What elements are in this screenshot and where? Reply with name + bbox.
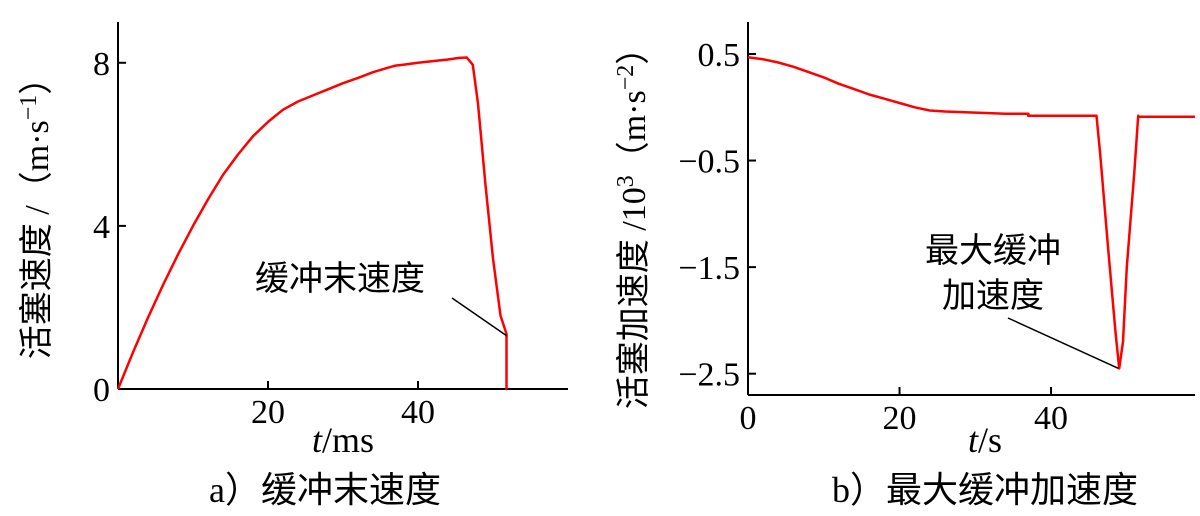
panel-a-x-tick-label: 40	[401, 394, 435, 431]
panel-b-annotation: 最大缓冲加速度	[925, 232, 1119, 370]
panel-b-annotation-text-line2: 加速度	[942, 277, 1044, 315]
panel-a-ticks: 20 40 0 4 8	[93, 46, 435, 431]
panel-b-y-tick-label: −1.5	[678, 250, 740, 287]
panel-a-series-line	[116, 56, 508, 391]
panel-b-x-axis-label: t/s	[968, 420, 1002, 460]
panel-b-y-axis-label: 活塞加速度 /103（m·s−2）	[613, 31, 653, 410]
panel-b-x-axis-symbol: t	[968, 420, 979, 460]
panel-b-y-axis-sup: −2	[613, 65, 639, 91]
panel-a-y-tick-label: 8	[93, 46, 110, 83]
panel-a-axes	[117, 22, 568, 390]
panel-a-caption: a）缓冲末速度	[209, 470, 441, 510]
panel-b-caption: b）最大缓冲加速度	[832, 470, 1138, 510]
panel-b-axes	[747, 22, 1195, 396]
panel-b-series	[747, 55, 1195, 370]
panel-b-y-axis-close: ）	[615, 31, 653, 65]
panel-a-annotation-leader	[451, 297, 508, 337]
panel-b-annotation-text-line1: 最大缓冲	[925, 232, 1061, 270]
panel-a-y-axis-label: 活塞速度 /（m·s−1）	[16, 61, 56, 360]
panel-b-x-tick-label: 20	[883, 400, 917, 437]
panel-a-y-tick-label: 0	[93, 372, 110, 409]
panel-a-series	[116, 56, 508, 391]
panel-a-annotation-text: 缓冲末速度	[255, 260, 425, 298]
panel-a-y-axis-text: 活塞速度 /（m·s	[18, 120, 56, 359]
panel-b-annotation-leader	[1007, 317, 1119, 370]
panel-b-y-tick-label: −2.5	[678, 357, 740, 394]
panel-b-y-axis-text: 活塞加速度 /10	[615, 187, 653, 409]
panel-a-x-axis-symbol: t	[312, 420, 323, 460]
panel-b-y-tick-label: 0.5	[698, 37, 741, 74]
panel-a-y-axis-sup: −1	[16, 95, 42, 121]
panel-b-y-axis-unit: （m·s	[615, 90, 653, 175]
panel-a-speed-chart: 20 40 0 4 8 缓冲末速度 t/ms 活塞速度 /（m·s−1） a）缓冲末速度	[16, 22, 568, 510]
panel-b-series-line	[747, 55, 1195, 370]
panel-a-y-axis-close: ）	[18, 61, 56, 95]
panel-b-x-tick-label: 0	[740, 400, 757, 437]
panel-b-x-tick-label: 40	[1034, 400, 1068, 437]
panel-a-x-axis-label: t/ms	[312, 420, 374, 460]
panel-a-annotation: 缓冲末速度	[255, 260, 508, 337]
panel-b-x-axis-unit: /s	[978, 420, 1002, 460]
panel-a-y-tick-label: 4	[93, 209, 110, 246]
panel-b-ticks: 0 20 40 0.5 −0.5 −1.5 −2.5	[678, 37, 1068, 437]
panel-a-x-axis-unit: /ms	[322, 420, 374, 460]
panel-b-y-tick-label: −0.5	[678, 144, 740, 181]
panel-b-y-axis-exp: 3	[613, 175, 639, 187]
panel-b-acceleration-chart: 0 20 40 0.5 −0.5 −1.5 −2.5 最大缓冲加速度 t/s 活塞加速度 /…	[613, 22, 1195, 510]
panel-a-x-tick-label: 20	[251, 394, 285, 431]
